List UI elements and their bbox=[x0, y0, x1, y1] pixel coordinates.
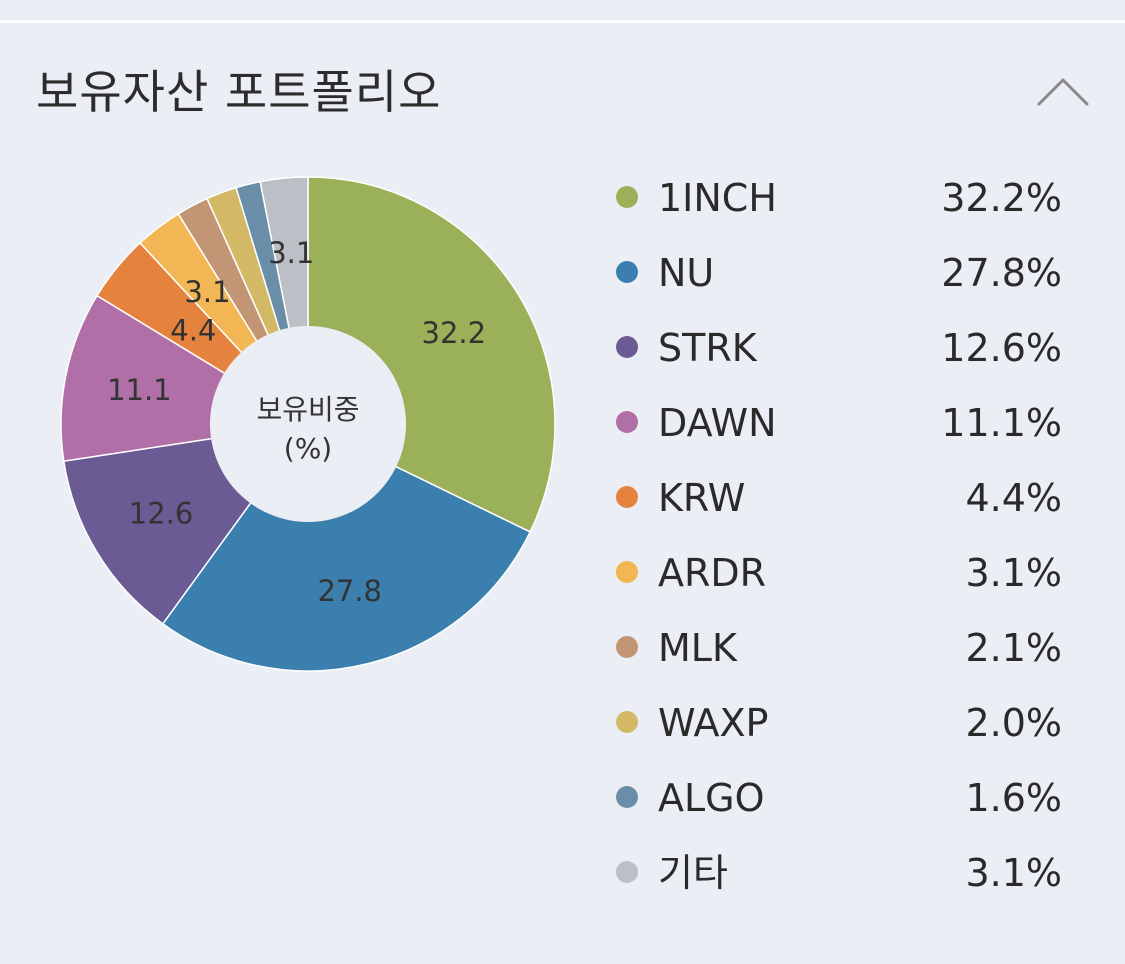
center-label-line-1: 보유비중 bbox=[256, 393, 359, 426]
donut-chart: 보유비중 (%) 32.2 27.8 12.6 11.1 4.4 3.1 3.1 bbox=[52, 168, 572, 688]
legend-name: 1INCH bbox=[658, 176, 777, 220]
legend-value: 4.4% bbox=[965, 476, 1062, 520]
legend-item[interactable]: KRW 4.4% bbox=[612, 460, 1062, 535]
legend-item[interactable]: 기타 3.1% bbox=[612, 835, 1062, 910]
legend-dot-icon bbox=[616, 411, 638, 433]
legend-name: ARDR bbox=[658, 551, 767, 595]
top-divider bbox=[0, 20, 1125, 23]
legend-item[interactable]: STRK 12.6% bbox=[612, 310, 1062, 385]
legend-dot-icon bbox=[616, 786, 638, 808]
center-label-line-2: (%) bbox=[284, 432, 332, 465]
legend-dot-icon bbox=[616, 336, 638, 358]
slice-label-5: 3.1 bbox=[184, 275, 230, 309]
legend-name: MLK bbox=[658, 626, 737, 670]
donut-hole bbox=[210, 326, 406, 522]
chevron-up-icon bbox=[1037, 78, 1089, 106]
legend-item[interactable]: DAWN 11.1% bbox=[612, 385, 1062, 460]
legend-dot-icon bbox=[616, 861, 638, 883]
page-title: 보유자산 포트폴리오 bbox=[36, 65, 442, 119]
legend-value: 2.0% bbox=[965, 701, 1062, 745]
legend: 1INCH 32.2% NU 27.8% STRK 12.6% DAWN 11.1% KRW 4.… bbox=[612, 160, 1062, 910]
legend-name: DAWN bbox=[658, 401, 777, 445]
slice-label-1: 27.8 bbox=[317, 574, 382, 608]
legend-dot-icon bbox=[616, 261, 638, 283]
legend-name: NU bbox=[658, 251, 715, 295]
legend-value: 32.2% bbox=[941, 176, 1062, 220]
legend-item[interactable]: ARDR 3.1% bbox=[612, 535, 1062, 610]
legend-dot-icon bbox=[616, 486, 638, 508]
legend-name: STRK bbox=[658, 326, 757, 370]
legend-dot-icon bbox=[616, 711, 638, 733]
donut-chart-svg: 보유비중 (%) 32.2 27.8 12.6 11.1 4.4 3.1 3.1 bbox=[60, 176, 556, 672]
legend-value: 1.6% bbox=[965, 776, 1062, 820]
legend-value: 12.6% bbox=[941, 326, 1062, 370]
legend-dot-icon bbox=[616, 561, 638, 583]
legend-name: WAXP bbox=[658, 701, 769, 745]
pie-slice-1[interactable] bbox=[161, 423, 532, 672]
slice-label-2: 12.6 bbox=[129, 496, 194, 530]
legend-value: 3.1% bbox=[965, 551, 1062, 595]
portfolio-header: 보유자산 포트폴리오 bbox=[36, 62, 1091, 126]
legend-item[interactable]: NU 27.8% bbox=[612, 235, 1062, 310]
legend-item[interactable]: MLK 2.1% bbox=[612, 610, 1062, 685]
legend-item[interactable]: WAXP 2.0% bbox=[612, 685, 1062, 760]
slice-label-0: 32.2 bbox=[422, 316, 487, 350]
slice-label-9: 3.1 bbox=[268, 236, 314, 270]
legend-value: 11.1% bbox=[941, 401, 1062, 445]
legend-dot-icon bbox=[616, 636, 638, 658]
legend-dot-icon bbox=[616, 186, 638, 208]
legend-name: KRW bbox=[658, 476, 746, 520]
legend-value: 2.1% bbox=[965, 626, 1062, 670]
legend-item[interactable]: ALGO 1.6% bbox=[612, 760, 1062, 835]
legend-value: 3.1% bbox=[965, 851, 1062, 895]
slice-label-3: 11.1 bbox=[107, 373, 172, 407]
legend-name: ALGO bbox=[658, 776, 765, 820]
slice-label-4: 4.4 bbox=[170, 313, 216, 347]
legend-item[interactable]: 1INCH 32.2% bbox=[612, 160, 1062, 235]
legend-name: 기타 bbox=[658, 851, 728, 895]
legend-value: 27.8% bbox=[941, 251, 1062, 295]
collapse-button[interactable] bbox=[1035, 66, 1091, 114]
